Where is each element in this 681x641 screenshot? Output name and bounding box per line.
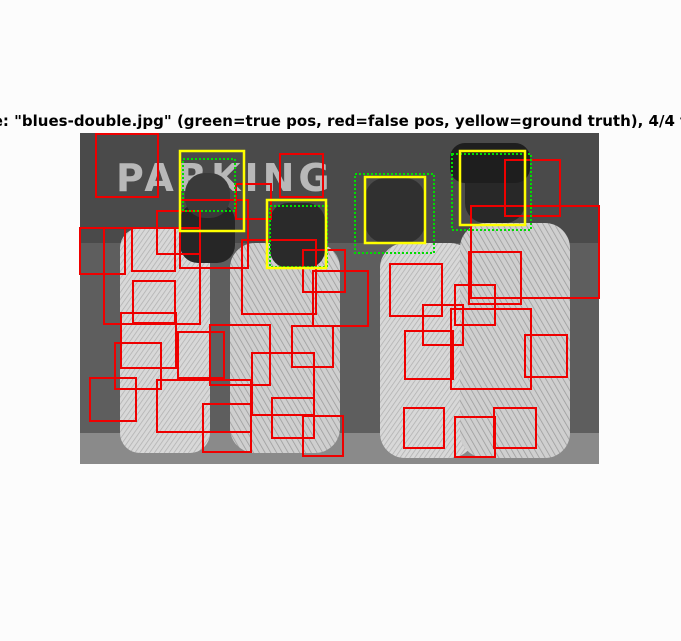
photo-scene: PARKING [80, 133, 599, 464]
figure-title: e: "blues-double.jpg" (green=true pos, r… [0, 112, 681, 130]
photo-blues-double: PARKING [80, 133, 599, 464]
